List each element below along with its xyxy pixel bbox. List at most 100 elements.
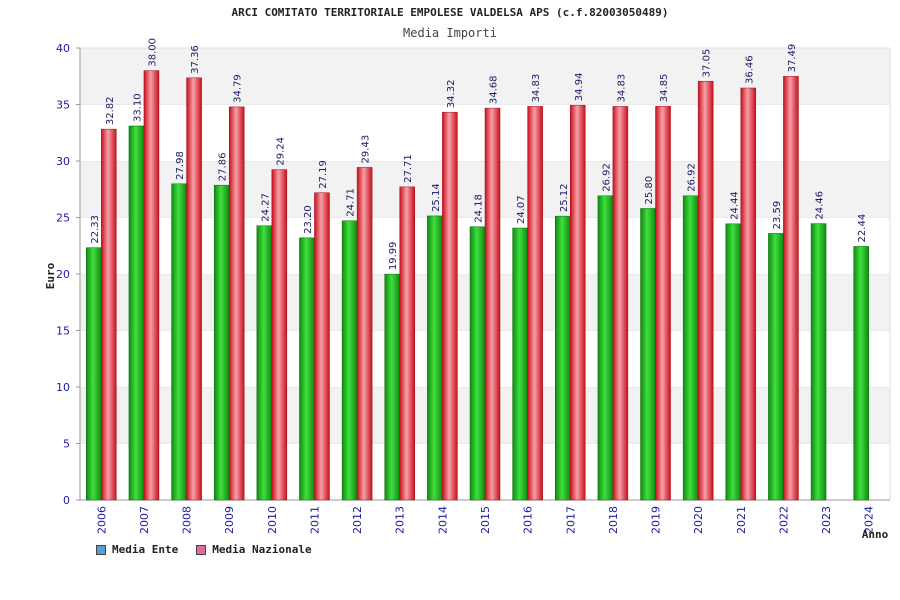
bar-media-nazionale-2014 — [442, 111, 458, 501]
data-label-media-ente-2024: 22.44 — [857, 214, 868, 243]
y-axis-label: Euro — [44, 262, 57, 289]
bar-media-nazionale-2019 — [655, 105, 671, 501]
bar-media-nazionale-2015 — [484, 107, 501, 501]
y-tick-label: 10 — [56, 381, 70, 394]
x-tick-label-2023: 2023 — [820, 506, 833, 534]
data-label-media-nazionale-2015: 34.68 — [489, 75, 500, 104]
data-label-media-ente-2016: 24.07 — [516, 195, 527, 224]
chart-title: ARCI COMITATO TERRITORIALE EMPOLESE VALD… — [231, 6, 669, 19]
x-tick-label-2009: 2009 — [223, 506, 236, 534]
x-tick-label-2012: 2012 — [351, 506, 364, 534]
x-tick-label-2018: 2018 — [607, 506, 620, 534]
data-label-media-nazionale-2011: 27.19 — [318, 160, 329, 189]
data-label-media-nazionale-2017: 34.94 — [574, 73, 585, 102]
bar-media-nazionale-2016 — [527, 106, 543, 501]
x-tick-label-2011: 2011 — [308, 506, 321, 534]
data-label-media-ente-2011: 23.20 — [303, 205, 314, 234]
bar-media-ente-2012 — [341, 220, 358, 501]
data-label-media-ente-2009: 27.86 — [218, 153, 229, 182]
legend: Media Ente Media Nazionale — [96, 543, 312, 556]
data-label-media-ente-2014: 25.14 — [431, 183, 442, 212]
bar-media-ente-2017 — [555, 215, 571, 501]
data-label-media-ente-2021: 24.44 — [729, 191, 740, 220]
data-label-media-ente-2012: 24.71 — [346, 188, 357, 217]
x-tick-label-2016: 2016 — [522, 506, 535, 534]
legend-swatch-media-ente — [96, 544, 106, 555]
data-label-media-nazionale-2019: 34.85 — [659, 74, 670, 103]
bar-media-nazionale-2009 — [228, 106, 245, 501]
bar-media-ente-2018 — [597, 195, 614, 501]
x-tick-label-2007: 2007 — [138, 506, 151, 534]
y-tick-label: 15 — [56, 325, 70, 338]
bar-media-ente-2010 — [256, 225, 273, 501]
data-label-media-nazionale-2016: 34.83 — [531, 74, 542, 103]
x-tick-label-2024: 2024 — [863, 506, 876, 534]
legend-swatch-media-nazionale — [196, 544, 207, 555]
bar-media-nazionale-2018 — [612, 106, 629, 501]
x-tick-label-2014: 2014 — [436, 506, 449, 534]
y-tick-label: 25 — [56, 212, 70, 225]
legend-label-media-ente: Media Ente — [112, 543, 179, 556]
bar-media-ente-2019 — [640, 208, 656, 501]
data-label-media-ente-2017: 25.12 — [559, 184, 570, 213]
data-label-media-nazionale-2021: 36.46 — [744, 55, 755, 84]
bar-media-ente-2024 — [853, 246, 869, 501]
bar-media-nazionale-2010 — [271, 169, 288, 501]
data-label-media-nazionale-2010: 29.24 — [275, 137, 286, 166]
y-tick-label: 0 — [63, 494, 70, 507]
data-label-media-ente-2010: 24.27 — [260, 193, 271, 222]
bar-media-ente-2013 — [384, 273, 400, 501]
bar-media-ente-2015 — [469, 226, 486, 501]
data-label-media-nazionale-2022: 37.49 — [787, 44, 798, 73]
bar-media-nazionale-2012 — [356, 167, 373, 501]
bar-media-nazionale-2011 — [314, 192, 330, 501]
bar-media-ente-2023 — [810, 223, 827, 501]
chart-subtitle: Media Importi — [403, 26, 497, 40]
bar-media-nazionale-2006 — [101, 128, 117, 501]
bar-media-nazionale-2008 — [186, 77, 202, 501]
x-tick-label-2017: 2017 — [564, 506, 577, 534]
bar-media-nazionale-2020 — [697, 81, 714, 501]
data-label-media-nazionale-2009: 34.79 — [233, 74, 244, 103]
data-label-media-ente-2022: 23.59 — [772, 201, 783, 230]
x-tick-label-2010: 2010 — [266, 506, 279, 534]
data-label-media-nazionale-2014: 34.32 — [446, 80, 457, 109]
x-tick-label-2020: 2020 — [692, 506, 705, 534]
x-tick-label-2021: 2021 — [735, 506, 748, 534]
bar-media-ente-2008 — [171, 183, 187, 501]
legend-item-media-nazionale: Media Nazionale — [196, 543, 312, 556]
bar-media-nazionale-2017 — [570, 104, 586, 501]
bar-media-nazionale-2007 — [143, 70, 160, 501]
bar-media-ente-2006 — [86, 247, 102, 501]
data-label-media-ente-2018: 26.92 — [601, 163, 612, 192]
bar-media-ente-2021 — [725, 223, 742, 501]
data-label-media-nazionale-2007: 38.00 — [147, 38, 158, 67]
data-label-media-nazionale-2013: 27.71 — [403, 154, 414, 183]
data-label-media-ente-2007: 33.10 — [132, 93, 143, 122]
data-label-media-nazionale-2020: 37.05 — [702, 49, 713, 78]
y-tick-label: 35 — [56, 99, 70, 112]
x-tick-label-2008: 2008 — [181, 506, 194, 534]
bar-media-ente-2016 — [512, 227, 528, 501]
data-label-media-ente-2020: 26.92 — [687, 163, 698, 192]
data-label-media-nazionale-2008: 37.36 — [190, 45, 201, 74]
data-label-media-ente-2006: 22.33 — [90, 215, 101, 244]
data-label-media-nazionale-2012: 29.43 — [361, 135, 372, 164]
y-tick-label: 40 — [56, 42, 70, 55]
bar-media-ente-2011 — [299, 237, 315, 501]
y-tick-label: 5 — [63, 438, 70, 451]
x-tick-label-2006: 2006 — [95, 506, 108, 534]
x-tick-label-2019: 2019 — [650, 506, 663, 534]
x-tick-label-2013: 2013 — [394, 506, 407, 534]
x-tick-label-2015: 2015 — [479, 506, 492, 534]
x-tick-label-2022: 2022 — [777, 506, 790, 534]
legend-item-media-ente: Media Ente — [96, 543, 178, 556]
y-tick-label: 30 — [56, 155, 70, 168]
legend-label-media-nazionale: Media Nazionale — [212, 543, 312, 556]
data-label-media-ente-2015: 24.18 — [474, 194, 485, 223]
bar-media-ente-2014 — [427, 215, 443, 501]
x-axis-label: Anno — [862, 528, 889, 541]
data-label-media-nazionale-2006: 32.82 — [105, 96, 116, 125]
data-label-media-ente-2023: 24.46 — [815, 191, 826, 220]
